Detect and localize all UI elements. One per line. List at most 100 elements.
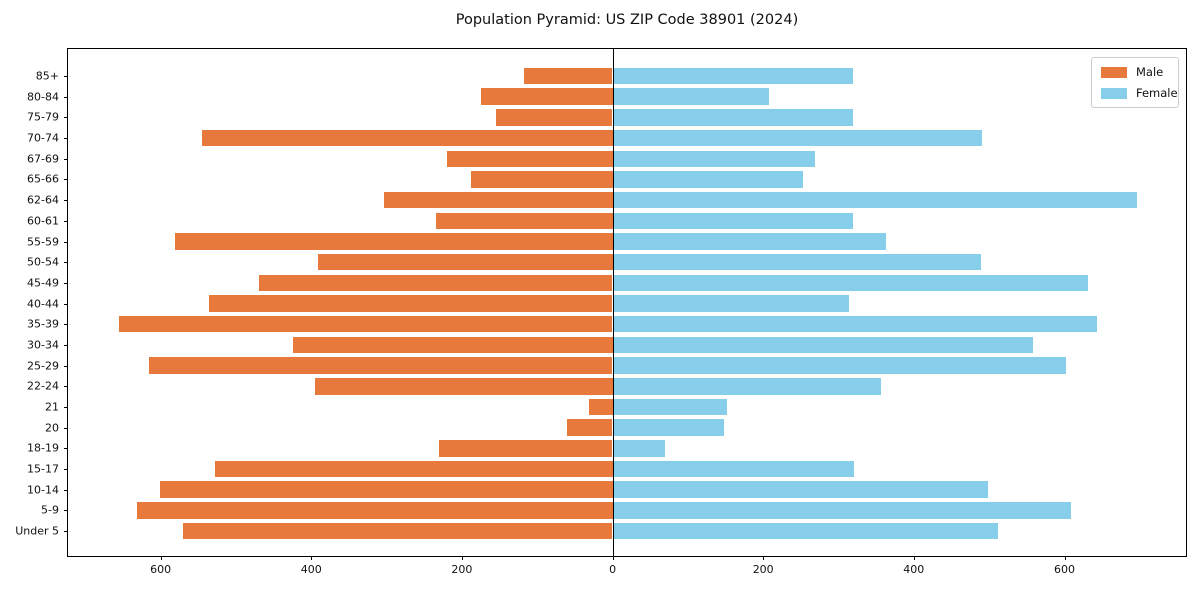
bar-female-60-61 xyxy=(613,212,854,229)
ytick-mark-21 xyxy=(64,406,68,408)
bar-female-22-24 xyxy=(613,378,881,395)
ytick-mark-10-14 xyxy=(64,489,68,491)
bar-male-under-5 xyxy=(183,522,613,540)
female-color-swatch xyxy=(1101,87,1127,99)
bar-male-21 xyxy=(588,398,613,416)
ytick-label-45-49: 45-49 xyxy=(27,276,59,290)
bar-female-70-74 xyxy=(613,129,982,147)
bar-female-25-29 xyxy=(613,357,1067,374)
bar-male-35-39 xyxy=(119,315,613,333)
male-color-swatch xyxy=(1101,66,1127,78)
ytick-label-40-44: 40-44 xyxy=(27,297,59,310)
bar-male-45-49 xyxy=(259,274,613,292)
legend-entry-female: Female xyxy=(1101,86,1178,100)
ytick-mark-62-64 xyxy=(64,200,68,202)
xtick-mark-200-right xyxy=(763,556,765,560)
bar-male-67-69 xyxy=(446,150,613,167)
xtick-label-600-right: 600 xyxy=(1054,563,1075,576)
ytick-label-18-19: 18-19 xyxy=(27,441,59,455)
bar-male-10-14 xyxy=(159,481,613,498)
xtick-label-400-left: 400 xyxy=(300,563,322,576)
bar-female-40-44 xyxy=(613,295,850,312)
xtick-label-600-left: 600 xyxy=(150,563,172,576)
ytick-mark-75-79 xyxy=(64,117,68,119)
bar-male-25-29 xyxy=(149,357,613,374)
ytick-label-15-17: 15-17 xyxy=(27,462,59,476)
xtick-mark-600-left xyxy=(160,556,162,560)
ytick-label-60-61: 60-61 xyxy=(27,214,59,228)
bar-male-50-54 xyxy=(318,253,613,271)
zero-axis-line xyxy=(612,49,614,558)
bar-male-75-79 xyxy=(495,109,613,126)
plot-area: Male Female 85+ 80-84 75-79 70-74 67-69 65-66… xyxy=(15,48,1187,576)
ytick-mark-65-66 xyxy=(64,179,68,181)
xtick-mark-600-right xyxy=(1064,556,1066,560)
ytick-mark-55-59 xyxy=(64,241,68,243)
ytick-label-25-29: 25-29 xyxy=(27,359,59,372)
bar-female-50-54 xyxy=(613,253,982,271)
ytick-label-35-39: 35-39 xyxy=(27,317,59,331)
ytick-mark-50-54 xyxy=(64,262,68,264)
bar-female-85 xyxy=(613,67,854,85)
xtick-label-400-right: 400 xyxy=(903,563,925,576)
ytick-label-50-54: 50-54 xyxy=(27,255,59,269)
ytick-label-80-84: 80-84 xyxy=(27,90,59,104)
bar-male-30-34 xyxy=(293,336,613,354)
bar-female-80-84 xyxy=(613,88,770,105)
ytick-mark-40-44 xyxy=(64,303,68,305)
bar-male-85 xyxy=(524,67,613,85)
ytick-label-70-74: 70-74 xyxy=(27,131,59,145)
bar-female-65-66 xyxy=(613,171,804,188)
xtick-mark-200-left xyxy=(461,556,463,560)
ytick-mark-15-17 xyxy=(64,469,68,470)
ytick-mark-under-5 xyxy=(64,531,68,532)
bar-female-15-17 xyxy=(613,460,854,478)
bar-male-55-59 xyxy=(175,233,613,250)
ytick-mark-45-49 xyxy=(64,282,68,284)
xtick-mark-0 xyxy=(612,556,614,560)
ytick-mark-20 xyxy=(64,427,68,429)
xtick-mark-400-right xyxy=(913,556,915,560)
bar-female-45-49 xyxy=(613,274,1089,292)
ytick-mark-80-84 xyxy=(64,96,68,98)
bar-male-18-19 xyxy=(439,440,613,457)
bar-female-67-69 xyxy=(613,150,816,167)
ytick-label-85: 85+ xyxy=(35,69,59,83)
xtick-label-200-left: 200 xyxy=(451,563,473,576)
xtick-label-0: 0 xyxy=(609,563,617,576)
ytick-label-21: 21 xyxy=(45,400,59,414)
bar-male-15-17 xyxy=(214,460,613,478)
ytick-mark-60-61 xyxy=(64,220,68,222)
legend: Male Female xyxy=(1091,57,1179,108)
bar-male-65-66 xyxy=(471,171,613,188)
bar-male-70-74 xyxy=(202,129,613,147)
ytick-label-20: 20 xyxy=(45,421,59,435)
ytick-label-75-79: 75-79 xyxy=(27,110,59,124)
ytick-mark-5-9 xyxy=(64,510,68,512)
ytick-mark-85 xyxy=(64,76,68,77)
bar-male-20 xyxy=(566,419,613,436)
bar-female-21 xyxy=(613,398,727,416)
bar-female-under-5 xyxy=(613,522,998,540)
bar-male-5-9 xyxy=(137,502,613,519)
ytick-mark-22-24 xyxy=(64,386,68,388)
ytick-label-22-24: 22-24 xyxy=(27,379,59,393)
ytick-mark-70-74 xyxy=(64,138,68,139)
ytick-label-under-5: Under 5 xyxy=(15,524,59,538)
ytick-label-62-64: 62-64 xyxy=(27,193,59,207)
legend-entry-male: Male xyxy=(1101,65,1169,79)
xtick-mark-400-left xyxy=(311,556,313,560)
ytick-label-55-59: 55-59 xyxy=(27,235,59,248)
chart-title: Population Pyramid: US ZIP Code 38901 (2… xyxy=(455,12,799,28)
ytick-label-30-34: 30-34 xyxy=(27,338,59,352)
ytick-label-67-69: 67-69 xyxy=(27,152,59,166)
bar-female-10-14 xyxy=(613,481,988,498)
ytick-label-10-14: 10-14 xyxy=(27,483,59,497)
bar-female-30-34 xyxy=(613,336,1034,354)
bar-male-22-24 xyxy=(315,378,613,395)
legend-label-male: Male xyxy=(1136,65,1164,79)
ytick-mark-35-39 xyxy=(64,324,68,326)
ytick-label-65-66: 65-66 xyxy=(27,172,59,186)
bar-female-20 xyxy=(613,419,725,436)
